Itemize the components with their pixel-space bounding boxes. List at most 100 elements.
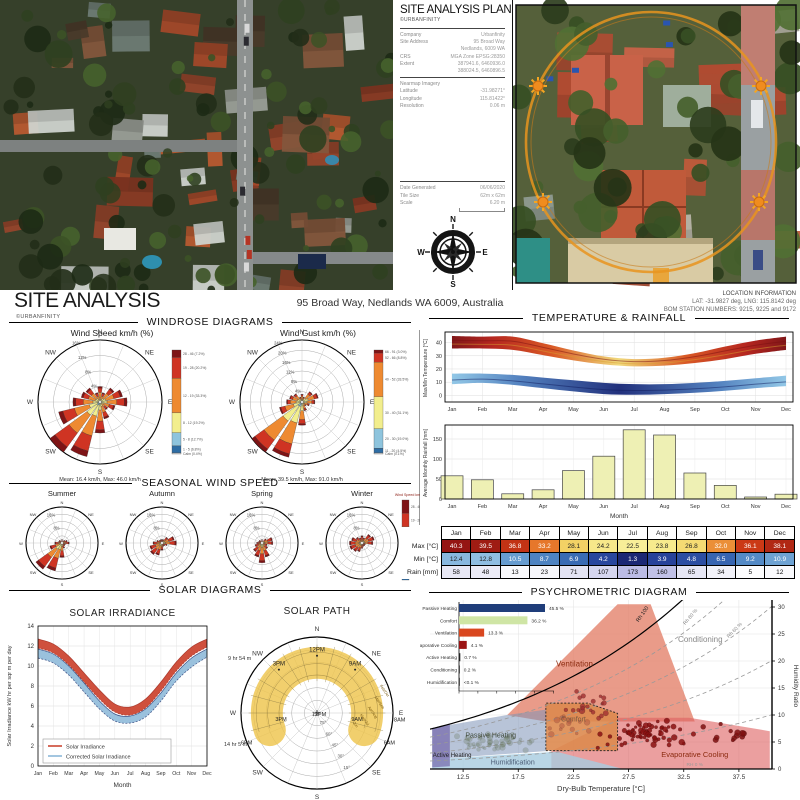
plan-field: Scale 6.20 m [400,199,505,206]
table-cell: 39.5 [470,539,501,553]
table-cell: 6.9 [558,552,590,566]
svg-text:E: E [399,710,404,717]
svg-text:66 - 91 (3.0%): 66 - 91 (3.0%) [385,350,407,354]
compass-rose-icon: N S W E [417,215,488,288]
svg-text:40: 40 [436,341,442,347]
divider [400,28,505,29]
table-cell: 23 [529,565,560,579]
table-cell: 5 [735,565,766,579]
svg-text:NW: NW [30,512,37,517]
svg-text:NE: NE [145,350,155,357]
plan-field: Site Address 95 Broad Way [400,39,505,46]
svg-text:W: W [119,541,123,546]
svg-text:45.5 %: 45.5 % [549,606,565,612]
svg-text:Oct: Oct [172,771,181,777]
svg-text:10: 10 [27,664,34,670]
svg-text:6PM: 6PM [241,741,253,747]
svg-text:0: 0 [439,497,442,503]
table-row: Max [°C] 40.3 39.5 36.8 33.2 28.1 24.2 22.5 23.8… [400,539,795,553]
svg-text:Ventilation: Ventilation [435,631,457,637]
table-cell: 12.4 [440,552,472,566]
svg-text:Apr/Aug: Apr/Aug [367,706,378,720]
svg-text:Comfort: Comfort [440,618,458,624]
svg-text:NW: NW [252,651,264,658]
svg-text:16%: 16% [247,512,256,517]
svg-text:Rh 80 %: Rh 80 % [682,607,699,626]
seasonal-wind-chart: SummerNNEESESSWWNW8%16%AutumnNNEESESSWWN… [19,489,420,586]
svg-text:19 - 28: 19 - 28 [411,518,420,522]
svg-text:S: S [300,469,305,476]
svg-text:SOLAR PATH: SOLAR PATH [284,606,351,617]
table-cell: 4.8 [676,552,707,566]
svg-text:Jun: Jun [352,721,359,728]
section-seasonal: SEASONAL WIND SPEED [0,477,420,489]
svg-text:Dec: Dec [781,504,791,510]
svg-text:SW: SW [230,570,237,575]
plan-field: Resolution 0.06 m [400,102,505,109]
svg-text:Solar Irradiance: Solar Irradiance [66,745,105,751]
svg-text:40 - 52 (33.5%): 40 - 52 (33.5%) [385,378,408,382]
svg-text:Corrected Solar Irradiance: Corrected Solar Irradiance [66,755,131,761]
svg-text:NE: NE [347,350,357,357]
svg-text:9 hr 54 m: 9 hr 54 m [228,656,252,662]
svg-text:Apr: Apr [539,407,548,413]
table-cell: 40.3 [440,539,472,553]
svg-text:NE: NE [388,512,394,517]
month-header: Nov [735,526,766,540]
month-header: Aug [646,526,678,540]
svg-text:SE: SE [388,570,394,575]
svg-text:Active Heating: Active Heating [426,655,457,661]
svg-text:Passive Heating: Passive Heating [465,733,516,740]
svg-text:SE: SE [288,570,294,575]
svg-text:20%: 20% [278,350,287,355]
plan-field: CRS MGA Zone EPSG:28350 [400,53,505,60]
table-cell: 10.9 [764,552,795,566]
aerial-photo-neighbourhood [0,0,393,290]
svg-text:May/Jul: May/Jul [359,713,370,726]
temperature-chart: 0 10 20 30 40 Jan Feb Mar Apr May Jun Jul Aug Sep Oct N… [423,331,794,413]
month-header: Sep [676,526,707,540]
svg-text:Sep: Sep [156,771,165,777]
svg-text:13.3 %: 13.3 % [488,631,504,637]
page-title: SITE ANALYSIS [14,289,161,312]
svg-text:N: N [361,500,364,505]
windrose-diagrams-chart: Wind Speed km/h (%) Wind Gust km/h (%)NNE… [27,328,408,483]
svg-text:20: 20 [436,367,442,373]
table-cell: 173 [617,565,648,579]
table-cell: 1.3 [617,552,648,566]
solar-irradiance-chart: SOLAR IRRADIANCE 0 2 4 6 8 10 12 14 Jan Feb Mar Apr M… [7,608,212,789]
section-solar: SOLAR DIAGRAMS [0,584,420,596]
plan-info-rows: Company Urbanfinity Site Address 95 Broad W… [400,32,505,75]
svg-text:NW: NW [130,512,137,517]
table-cell: 107 [588,565,619,579]
svg-text:10: 10 [436,380,442,386]
sun-icon [750,193,768,211]
month-header: Dec [764,526,795,540]
table-row: Min [°C] 12.4 12.8 10.5 8.7 6.9 4.2 1.3 3.9 4.8 6.… [400,552,795,566]
svg-text:12.5: 12.5 [457,774,470,781]
svg-text:3PM: 3PM [273,662,285,668]
month-header: Mar [499,526,531,540]
table-cell: 10.5 [499,552,531,566]
svg-text:Jan: Jan [448,504,457,510]
svg-text:12PM: 12PM [312,712,327,718]
svg-text:16%: 16% [72,341,81,346]
table-cell: 33.2 [529,539,560,553]
svg-text:S: S [61,582,64,586]
svg-text:24%: 24% [274,341,283,346]
svg-text:0: 0 [439,393,442,399]
table-cell: 34 [705,565,737,579]
svg-text:Aug: Aug [660,407,670,413]
svg-text:15°: 15° [343,765,350,770]
section-windrose: WINDROSE DIAGRAMS [0,316,420,328]
svg-text:8%: 8% [353,526,359,531]
svg-text:W: W [19,541,23,546]
svg-text:Oct: Oct [721,504,730,510]
svg-text:Active Heating: Active Heating [433,753,472,759]
svg-text:10: 10 [778,713,785,719]
svg-text:100: 100 [433,457,442,463]
svg-text:Wind Speed km/h (%): Wind Speed km/h (%) [71,328,154,338]
svg-text:W: W [417,248,425,257]
svg-text:N: N [450,215,456,224]
svg-text:Jun: Jun [111,771,119,777]
